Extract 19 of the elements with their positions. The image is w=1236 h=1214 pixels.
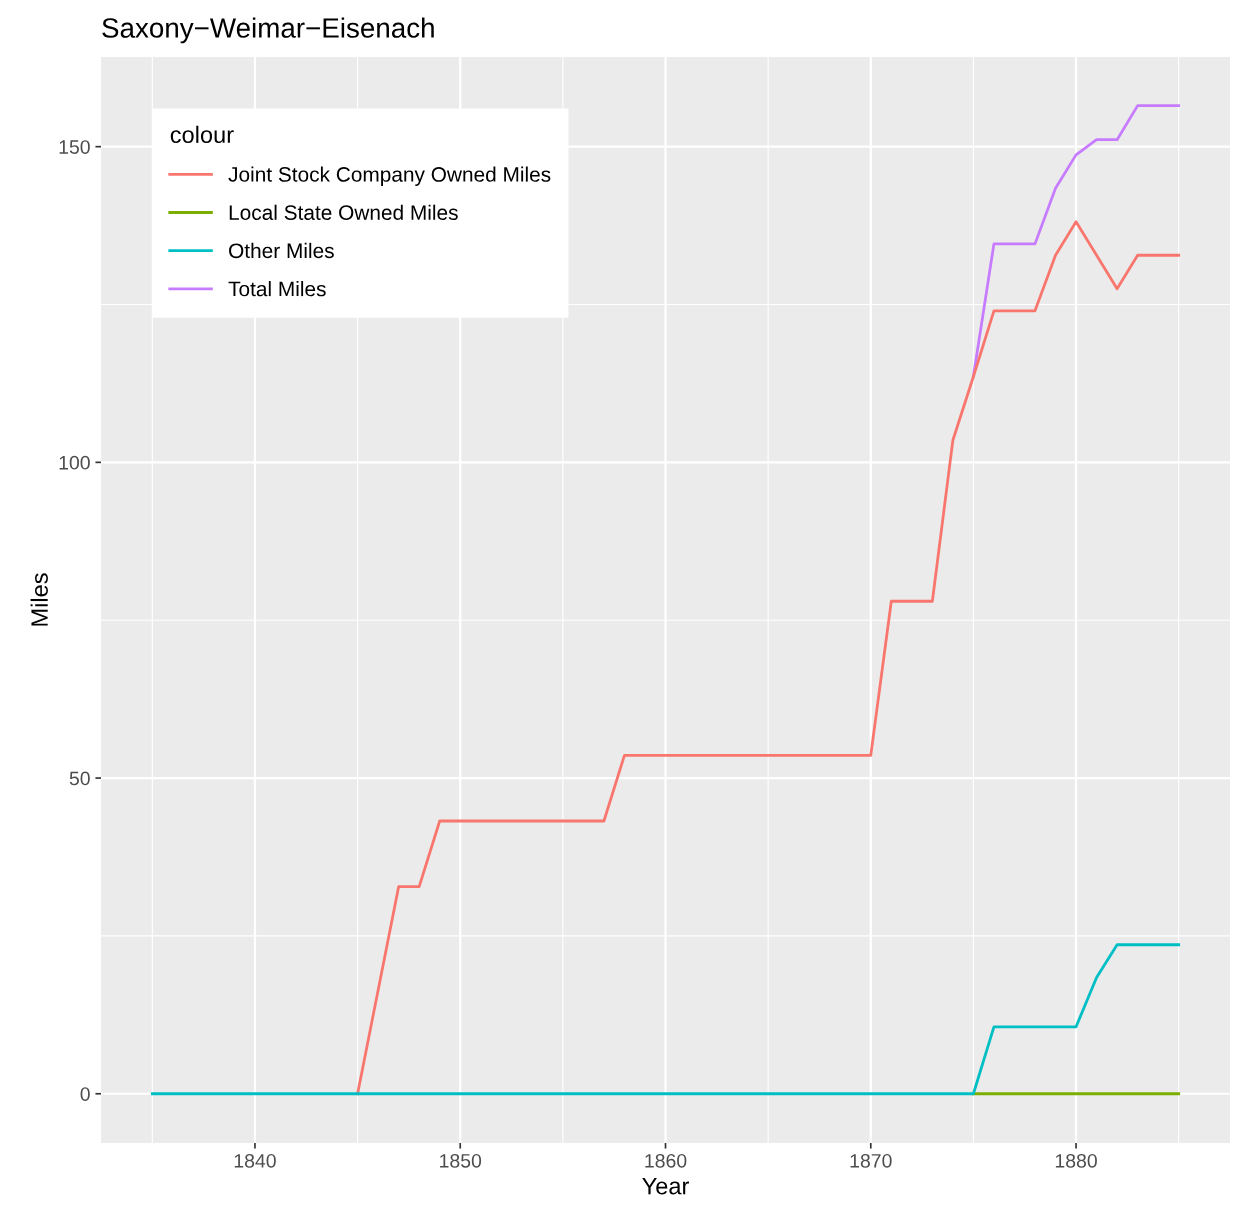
x-tick-label: 1880 (1055, 1153, 1097, 1168)
x-tick-label: 1870 (850, 1153, 892, 1168)
y-tick-label: 0 (80, 1087, 90, 1101)
x-tick-label: 1840 (234, 1153, 276, 1168)
legend-label: Joint Stock Company Owned Miles (228, 166, 551, 186)
y-tick-label: 50 (69, 771, 90, 786)
legend-label: Total Miles (228, 281, 326, 297)
x-tick-label: 1860 (645, 1153, 687, 1168)
y-tick-label: 100 (59, 455, 90, 470)
line-series (150, 943, 1181, 1096)
x-tick-label: 1850 (440, 1153, 482, 1168)
chart-title: Saxony−Weimar−Eisenach (102, 17, 434, 44)
y-axis-title: Miles (30, 573, 48, 626)
x-axis-title: Year (642, 1177, 689, 1195)
legend-label: Local State Owned Miles (229, 204, 458, 220)
y-tick-label: 150 (59, 140, 90, 154)
line-series (972, 104, 1181, 378)
legend-label: Other Miles (229, 242, 334, 259)
legend-title: colour (170, 125, 234, 144)
